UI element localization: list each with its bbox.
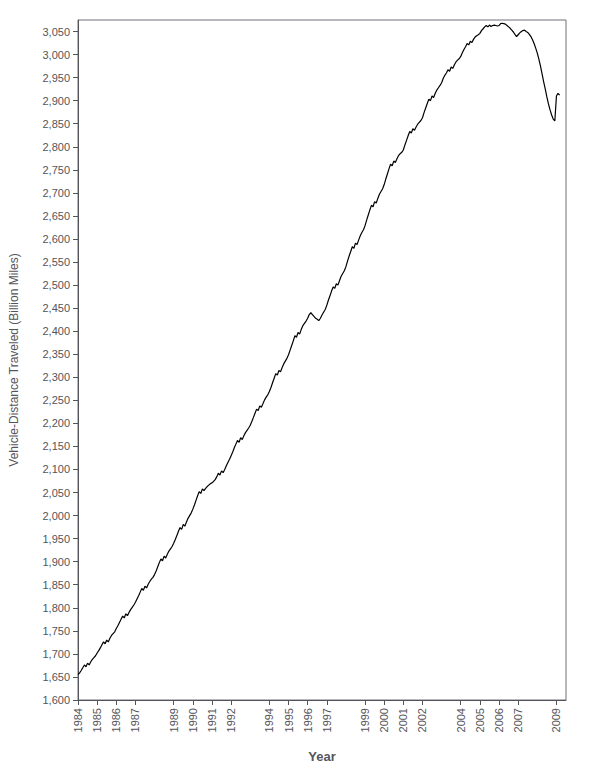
svg-text:1996: 1996 (302, 708, 314, 732)
svg-text:2,600: 2,600 (42, 233, 70, 245)
svg-text:1,600: 1,600 (42, 694, 70, 706)
svg-text:2,100: 2,100 (42, 463, 70, 475)
svg-text:2,200: 2,200 (42, 417, 70, 429)
svg-text:2,800: 2,800 (42, 141, 70, 153)
svg-text:2,550: 2,550 (42, 256, 70, 268)
svg-text:2,450: 2,450 (42, 302, 70, 314)
svg-text:1,750: 1,750 (42, 625, 70, 637)
svg-text:3,050: 3,050 (42, 26, 70, 38)
svg-text:2,350: 2,350 (42, 348, 70, 360)
svg-text:2,150: 2,150 (42, 440, 70, 452)
svg-text:1991: 1991 (206, 708, 218, 732)
svg-text:1,800: 1,800 (42, 602, 70, 614)
svg-text:3,000: 3,000 (42, 49, 70, 61)
svg-text:2005: 2005 (474, 708, 486, 732)
svg-text:1995: 1995 (283, 708, 295, 732)
svg-text:2,650: 2,650 (42, 210, 70, 222)
svg-text:1,650: 1,650 (42, 671, 70, 683)
svg-text:2,050: 2,050 (42, 487, 70, 499)
svg-text:2000: 2000 (378, 708, 390, 732)
svg-text:1984: 1984 (72, 708, 84, 732)
svg-text:1997: 1997 (321, 708, 333, 732)
svg-text:2,000: 2,000 (42, 510, 70, 522)
svg-text:1999: 1999 (359, 708, 371, 732)
svg-text:1987: 1987 (129, 708, 141, 732)
svg-text:1985: 1985 (91, 708, 103, 732)
svg-text:Year: Year (308, 749, 335, 764)
svg-text:2,300: 2,300 (42, 371, 70, 383)
svg-text:2009: 2009 (550, 708, 562, 732)
svg-text:2,750: 2,750 (42, 164, 70, 176)
svg-text:2007: 2007 (512, 708, 524, 732)
svg-text:1,950: 1,950 (42, 533, 70, 545)
svg-text:1,900: 1,900 (42, 556, 70, 568)
svg-text:2002: 2002 (416, 708, 428, 732)
svg-text:2,700: 2,700 (42, 187, 70, 199)
svg-text:1994: 1994 (263, 708, 275, 732)
svg-text:2,400: 2,400 (42, 325, 70, 337)
svg-text:2,850: 2,850 (42, 118, 70, 130)
svg-text:1,700: 1,700 (42, 648, 70, 660)
svg-text:2,900: 2,900 (42, 95, 70, 107)
svg-text:2,250: 2,250 (42, 394, 70, 406)
svg-text:Vehicle-Distance Traveled (Bil: Vehicle-Distance Traveled (Billion Miles… (7, 253, 21, 466)
svg-text:2,500: 2,500 (42, 279, 70, 291)
svg-text:2,950: 2,950 (42, 72, 70, 84)
svg-text:1989: 1989 (168, 708, 180, 732)
svg-text:2001: 2001 (397, 708, 409, 732)
svg-text:1986: 1986 (110, 708, 122, 732)
svg-text:2006: 2006 (493, 708, 505, 732)
svg-text:1992: 1992 (225, 708, 237, 732)
svg-text:1990: 1990 (187, 708, 199, 732)
svg-text:1,850: 1,850 (42, 579, 70, 591)
svg-text:2004: 2004 (455, 708, 467, 732)
